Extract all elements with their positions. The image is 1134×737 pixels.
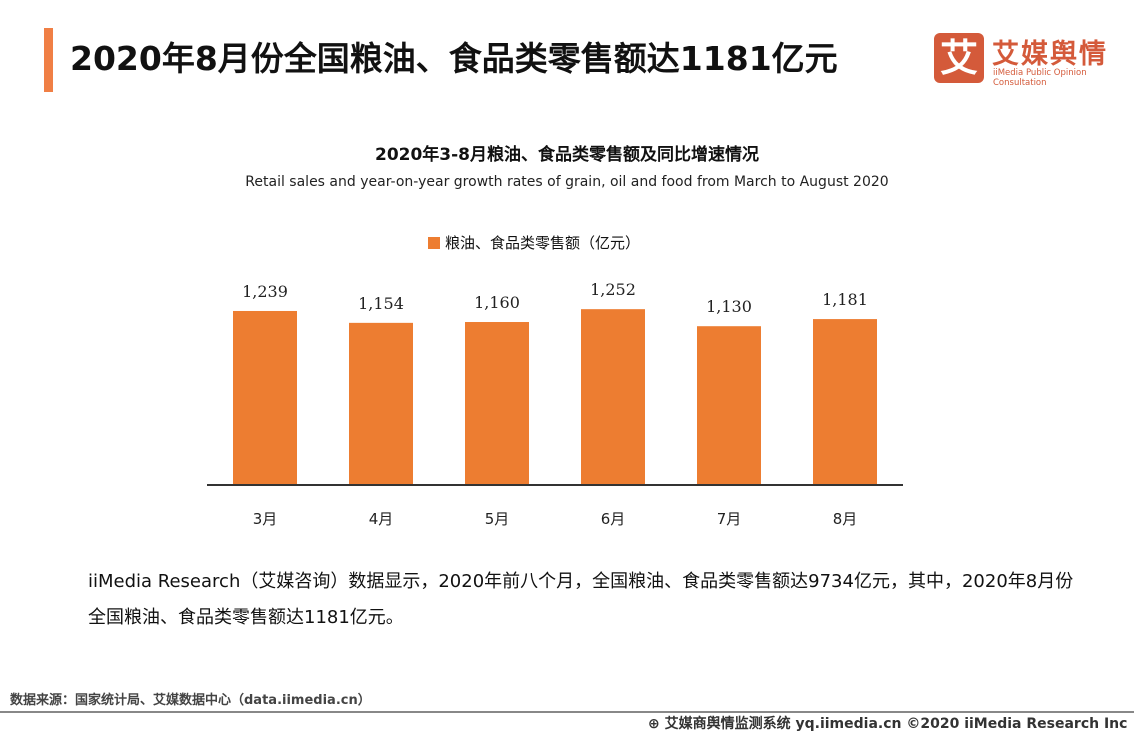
bar	[813, 319, 877, 484]
data-label: 1,130	[706, 297, 752, 316]
x-tick-label: 8月	[833, 510, 858, 528]
title-accent-bar	[44, 28, 53, 92]
x-tick-label: 4月	[369, 510, 394, 528]
bar-chart: 1,239 3月 1,154 4月 1,160 5月 1,252 6月 1,130 7月 1,181…	[207, 280, 903, 528]
bar	[349, 322, 413, 484]
bar	[697, 326, 761, 484]
logo-tagline: iiMedia Public Opinion Consultation	[993, 68, 1087, 88]
data-label: 1,181	[822, 290, 868, 309]
data-label: 1,239	[242, 282, 288, 301]
page-title: 2020年8月份全国粮油、食品类零售额达1181亿元	[70, 39, 838, 78]
body-text: iiMedia Research（艾媒咨询）数据显示，2020年前八个月，全国粮…	[88, 571, 1074, 628]
footer-divider	[0, 711, 1134, 713]
footer-text: ⊕ 艾媒商舆情监测系统 yq.iimedia.cn ©2020 iiMedia …	[648, 713, 1127, 733]
data-label: 1,252	[590, 280, 636, 299]
x-tick-label: 6月	[601, 510, 626, 528]
data-label: 1,154	[358, 294, 404, 313]
legend-label: 粮油、食品类零售额（亿元）	[445, 234, 641, 252]
x-tick-label: 7月	[717, 510, 742, 528]
footer-copyright: 艾媒商舆情监测系统 yq.iimedia.cn ©2020 iiMedia Re…	[664, 716, 1128, 732]
bar	[581, 309, 645, 484]
x-tick-label: 3月	[253, 510, 278, 528]
x-tick-label: 5月	[485, 510, 510, 528]
chart-subtitle: Retail sales and year-on-year growth rat…	[245, 174, 889, 190]
globe-icon: ⊕	[648, 716, 665, 732]
source-note: 数据来源：国家统计局、艾媒数据中心（data.iimedia.cn）	[10, 693, 371, 708]
chart-legend: 粮油、食品类零售额（亿元）	[428, 232, 640, 253]
chart-title: 2020年3-8月粮油、食品类零售额及同比增速情况	[374, 145, 760, 165]
logo-mark: 艾	[934, 33, 984, 83]
data-label: 1,160	[474, 293, 520, 312]
logo-name: 艾媒舆情	[992, 39, 1108, 70]
bar	[465, 322, 529, 484]
bar	[233, 310, 297, 484]
legend-swatch	[428, 236, 440, 249]
